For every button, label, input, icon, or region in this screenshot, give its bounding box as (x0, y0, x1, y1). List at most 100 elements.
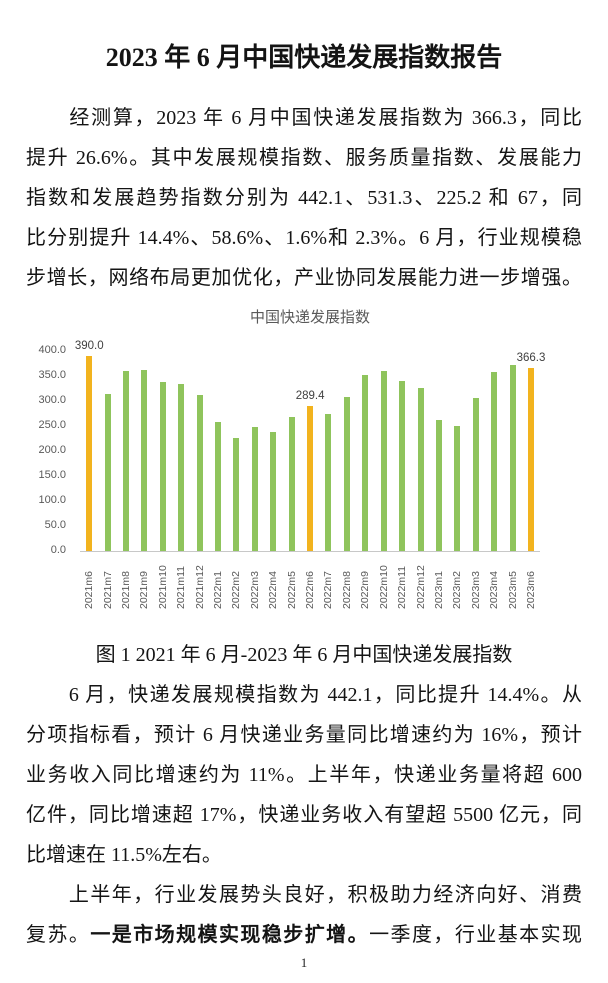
bar-column (98, 351, 116, 551)
text-line: 6 月，快递发展规模指数为 442.1，同比提升 14.4%。从 (26, 684, 582, 706)
bar-column (430, 351, 448, 551)
x-tick-label: 2021m10 (156, 565, 169, 609)
bar (104, 394, 111, 551)
bar (178, 384, 185, 551)
x-tick-label: 2022m5 (285, 571, 298, 609)
data-label: 366.3 (516, 351, 546, 364)
bar (233, 438, 240, 551)
x-tick-label: 2022m1 (212, 571, 225, 609)
bar (325, 414, 332, 551)
y-tick-label: 250.0 (38, 419, 66, 431)
x-tick-label: 2022m3 (248, 571, 261, 609)
bar (343, 397, 350, 551)
x-tick-label: 2023m2 (451, 571, 464, 609)
page-number: 1 (300, 955, 308, 970)
bar-column (393, 351, 411, 551)
text-line: 指数和发展趋势指数分别为 442.1、531.3、225.2 和 67，同 (26, 187, 582, 209)
x-tick-label: 2022m7 (322, 571, 335, 609)
bar-column (467, 351, 485, 551)
x-tick-label: 2022m11 (396, 565, 409, 609)
x-tick-label: 2022m8 (340, 571, 353, 609)
bar-column (448, 351, 466, 551)
bar (362, 375, 369, 551)
bar-column: 390.0 (75, 340, 104, 551)
text-line: 经测算，2023 年 6 月中国快递发展指数为 366.3，同比 (26, 107, 582, 129)
text-line: 步增长，网络布局更加优化，产业协同发展能力进一步增强。 (26, 267, 582, 289)
y-tick-label: 350.0 (38, 369, 66, 381)
text-line: 比分别提升 14.4%、58.6%、1.6%和 2.3%。6 月，行业规模稳 (26, 227, 582, 249)
x-tick-label: 2022m6 (304, 571, 317, 609)
x-tick-label: 2021m6 (83, 571, 96, 609)
x-tick-label: 2021m11 (175, 565, 188, 609)
y-tick-label: 400.0 (38, 344, 66, 356)
paragraph-scale-index: 6 月，快递发展规模指数为 442.1，同比提升 14.4%。从 分项指标看，预计… (26, 675, 582, 875)
y-tick-label: 300.0 (38, 394, 66, 406)
x-tick-label: 2021m7 (101, 571, 114, 609)
text-line: 上半年，行业发展势头良好，积极助力经济向好、消费 (26, 884, 582, 906)
bar-column (319, 351, 337, 551)
bar (141, 370, 148, 551)
bar-column (356, 351, 374, 551)
x-tick-label: 2023m6 (524, 571, 537, 609)
text-line: 复苏。一是市场规模实现稳步扩增。一季度，行业基本实现 (26, 924, 583, 946)
chart-y-axis: 0.0 50.0 100.0 150.0 200.0 250.0 300.0 350.0 400… (26, 344, 72, 556)
y-tick-label: 150.0 (38, 469, 66, 481)
x-tick-label: 2023m4 (488, 571, 501, 609)
bar-column (209, 351, 227, 551)
bar (123, 371, 130, 551)
bar-column (338, 351, 356, 551)
report-title: 2023 年 6 月中国快递发展指数报告 (105, 43, 503, 72)
x-tick-label: 2023m1 (432, 571, 445, 609)
chart-plot-area: 0.0 50.0 100.0 150.0 200.0 250.0 300.0 350.0 400… (26, 340, 582, 556)
chart-title: 中国快递发展指数 (249, 309, 370, 326)
bar-column (190, 351, 208, 551)
y-tick-label: 0.0 (50, 544, 66, 556)
bar (435, 420, 442, 551)
bar (380, 371, 387, 551)
index-bar-chart: 中国快递发展指数 0.0 50.0 100.0 150.0 200.0 250.0 300.… (26, 306, 582, 609)
bar (491, 372, 498, 551)
bar-column (485, 351, 503, 551)
x-tick-label: 2022m9 (359, 571, 372, 609)
y-tick-label: 100.0 (38, 494, 66, 506)
x-tick-label: 2021m8 (120, 571, 133, 609)
text-line: 分项指标看，预计 6 月快递业务量同比增速约为 16%，预计 (26, 724, 582, 746)
bar (472, 398, 479, 551)
chart-plot: 390.0 289.4 366.3 (75, 340, 545, 552)
bar (454, 426, 461, 551)
bar-column (227, 351, 245, 551)
bar (270, 432, 277, 551)
bar-column (375, 351, 393, 551)
data-label: 289.4 (295, 390, 325, 403)
highlighted-bar (527, 367, 534, 551)
bar-column (154, 351, 172, 551)
bar (509, 365, 516, 551)
bar (196, 395, 203, 551)
data-label: 390.0 (74, 340, 104, 352)
bar-column (264, 351, 282, 551)
x-tick-label: 2023m5 (506, 571, 519, 609)
bar-column (117, 351, 135, 551)
bar-column (135, 351, 153, 551)
x-tick-label: 2021m12 (193, 565, 206, 609)
chart-x-axis: 2021m6 2021m7 2021m8 2021m9 2021m10 2021m11 20… (80, 551, 540, 609)
bar (417, 388, 424, 551)
bar (399, 381, 406, 551)
bar-column (172, 351, 190, 551)
bar-column (411, 351, 429, 551)
bar (251, 427, 258, 551)
y-tick-label: 200.0 (38, 444, 66, 456)
bar-column (246, 351, 264, 551)
bar (215, 422, 222, 551)
paragraph-summary: 经测算，2023 年 6 月中国快递发展指数为 366.3，同比 提升 26.6%… (26, 98, 582, 298)
x-tick-label: 2023m3 (469, 571, 482, 609)
bar (159, 382, 166, 551)
x-tick-label: 2022m12 (414, 565, 427, 609)
x-tick-label: 2022m10 (377, 565, 390, 609)
paragraph-half-year: 上半年，行业发展势头良好，积极助力经济向好、消费 复苏。一是市场规模实现稳步扩增。… (26, 875, 582, 955)
bar-column (282, 351, 300, 551)
figure-caption: 图 1 2021 年 6 月-2023 年 6 月中国快递发展指数 (95, 644, 513, 666)
x-tick-label: 2021m9 (138, 571, 151, 609)
text-line: 提升 26.6%。其中发展规模指数、服务质量指数、发展能力 (26, 147, 582, 169)
